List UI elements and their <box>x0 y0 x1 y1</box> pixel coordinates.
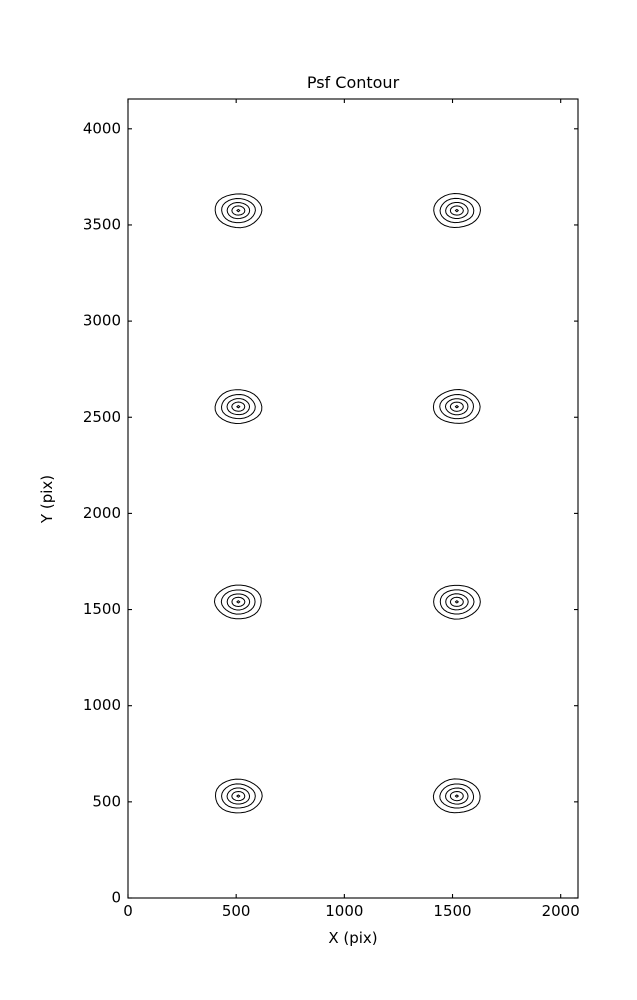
contour-level-5 <box>236 405 241 409</box>
contour-level-3 <box>444 398 469 416</box>
contour-level-3 <box>226 787 251 805</box>
contour-level-5 <box>236 794 241 798</box>
contour-level-3 <box>445 593 469 611</box>
contour-level-5 <box>454 600 459 604</box>
y-tick-label: 2000 <box>83 504 121 522</box>
contour-level-3 <box>445 787 469 805</box>
contour-level-1 <box>433 584 481 620</box>
contour-level-5 <box>236 600 241 604</box>
contour-level-4 <box>449 596 464 607</box>
axes-frame <box>127 98 579 899</box>
x-tick-label: 1500 <box>433 902 471 920</box>
psf-source <box>432 388 481 424</box>
contour-level-5 <box>236 208 241 213</box>
contour-level-1 <box>214 389 263 424</box>
contour-level-1 <box>432 778 481 814</box>
contour-level-4 <box>231 790 246 802</box>
y-tick-label: 3000 <box>83 312 121 330</box>
contour-level-3 <box>226 593 251 611</box>
contour-level-1 <box>213 584 262 620</box>
contour-level-2 <box>220 589 256 615</box>
contour-level-5 <box>454 405 459 409</box>
psf-source <box>214 778 263 814</box>
y-tick-label: 2500 <box>83 408 121 426</box>
contour-level-2 <box>439 783 475 809</box>
contour-group <box>213 193 481 814</box>
y-tick-label: 3500 <box>83 215 121 233</box>
contour-level-4 <box>231 401 246 412</box>
psf-source <box>214 389 263 424</box>
contour-level-1 <box>214 778 263 814</box>
contour-level-3 <box>445 202 469 219</box>
psf-source <box>433 193 481 228</box>
contour-level-4 <box>231 205 246 216</box>
contour-level-4 <box>231 596 246 607</box>
contour-level-2 <box>439 197 475 224</box>
contour-level-1 <box>214 193 263 229</box>
contour-level-3 <box>226 398 251 416</box>
y-tick-label: 1000 <box>83 696 121 714</box>
page-title: Psf Contour <box>307 73 400 92</box>
contour-level-4 <box>449 401 464 412</box>
y-tick-label: 4000 <box>83 119 121 137</box>
y-tick-label: 0 <box>111 889 121 907</box>
psf-source <box>433 584 481 620</box>
contour-level-5 <box>454 208 459 213</box>
contour-level-2 <box>439 589 475 615</box>
y-tick-label: 500 <box>92 792 121 810</box>
contour-level-1 <box>433 193 481 228</box>
contour-level-1 <box>432 388 481 424</box>
psf-source <box>432 778 481 814</box>
contour-level-2 <box>439 394 474 420</box>
contour-level-3 <box>226 201 251 220</box>
contour-level-4 <box>449 790 464 802</box>
contour-level-5 <box>454 794 459 798</box>
y-tick-label: 1500 <box>83 600 121 618</box>
x-tick-label: 2000 <box>542 902 580 920</box>
contour-level-2 <box>221 393 256 420</box>
psf-source <box>214 193 263 229</box>
x-tick-label: 500 <box>222 902 251 920</box>
x-tick-group: 0 500 1000 1500 2000 <box>123 99 580 920</box>
x-axis-label: X (pix) <box>328 929 377 947</box>
psf-source <box>213 584 262 620</box>
contour-level-2 <box>221 198 256 224</box>
contour-level-4 <box>449 205 464 216</box>
x-tick-label: 0 <box>123 902 133 920</box>
y-tick-group: 0 500 1000 1500 2000 2500 3000 3500 4000 <box>83 119 578 907</box>
x-tick-label: 1000 <box>325 902 363 920</box>
contour-level-2 <box>221 783 256 809</box>
y-axis-label: Y (pix) <box>38 475 56 524</box>
